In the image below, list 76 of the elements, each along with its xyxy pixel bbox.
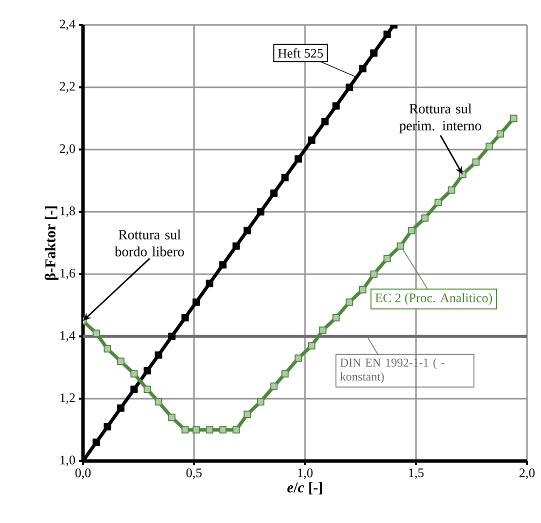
point [383,254,391,262]
point [308,136,316,144]
y-tick-label: 1,2 [60,393,75,404]
point [281,174,289,182]
text: Heft 525 [278,48,323,58]
annotation: Rottura sul bordo libero [114,230,184,256]
point [421,214,429,222]
point [256,398,264,406]
point [192,298,200,306]
point [144,366,152,374]
point [359,286,366,294]
point [192,426,200,434]
point [219,261,227,268]
point [370,270,378,278]
point [92,438,100,446]
y-axis-title: β-Faktor [-] [44,206,58,280]
y-tick-label: 1,8 [60,206,76,218]
y-tick-label: 2,4 [60,20,76,30]
point [130,386,138,394]
point [281,370,289,378]
point [154,398,162,406]
point [270,382,278,390]
point [383,30,391,38]
point [270,189,278,197]
point [206,280,214,288]
point [168,332,176,340]
point [308,342,316,350]
point [256,208,264,216]
point [219,426,227,434]
point [396,242,404,250]
point [181,314,189,322]
point [104,345,112,353]
point [319,326,326,334]
point [232,426,240,434]
point [346,84,354,91]
x-tick-label: 0,5 [186,468,202,480]
point [117,358,124,366]
annotation: Rottura sul perim. interno [399,104,482,134]
point [346,298,354,306]
point [168,414,176,422]
point [434,198,442,206]
point [472,158,480,166]
point [294,354,302,362]
y-tick-label: 2,0 [60,144,76,155]
point [332,102,340,110]
point [359,64,366,72]
x-tick-label: 2,0 [519,468,535,480]
x-tick-label: 1,0 [298,468,313,480]
point [448,186,456,194]
y-tick-label: 1,0 [60,456,76,466]
point [510,114,518,122]
point [332,314,340,322]
point [408,226,416,234]
y-tick-label: 1,6 [60,268,76,280]
x-tick-label: 0,0 [75,468,91,480]
point [486,142,493,150]
point [104,423,112,430]
point [117,404,124,412]
point [154,351,162,359]
point [144,386,152,394]
point [244,226,251,234]
point [370,49,378,57]
y-tick-label: 1,4 [60,331,76,342]
point [294,155,302,163]
series-label: EC 2 (Proc. Analitico) [375,293,492,305]
point [92,330,100,337]
y-tick-label: 2,2 [60,82,75,93]
point [232,242,240,250]
point [321,118,329,126]
x-axis-title: e/c [-] [287,482,322,494]
x-tick-label: 1,5 [409,468,424,480]
point [206,426,214,434]
point [181,426,189,434]
point [496,130,504,138]
point [244,410,251,418]
point [130,370,138,378]
